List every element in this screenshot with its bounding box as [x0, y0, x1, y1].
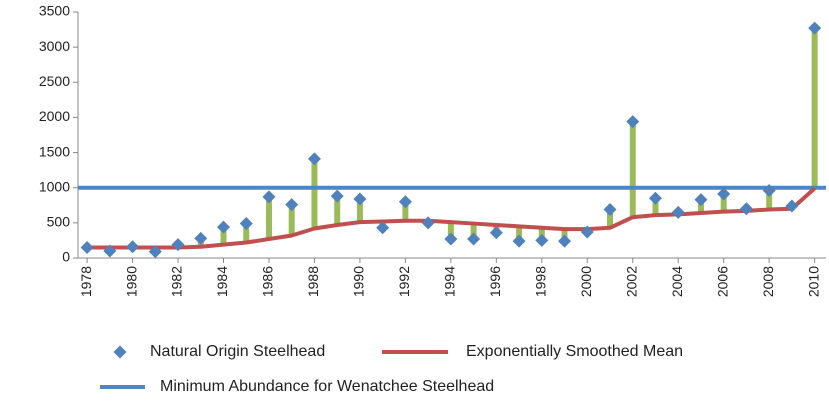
point — [353, 192, 367, 206]
x-tick-label: 2006 — [714, 266, 730, 297]
point — [694, 193, 708, 207]
point — [330, 189, 344, 203]
point — [671, 205, 685, 219]
point — [535, 233, 549, 247]
y-tick-label: 2000 — [39, 108, 70, 124]
point — [444, 232, 458, 246]
x-tick-label: 2010 — [805, 266, 821, 297]
x-tick-label: 1990 — [351, 266, 367, 297]
y-tick-label: 1500 — [39, 143, 70, 159]
point — [148, 245, 162, 259]
x-tick-label: 1982 — [169, 266, 185, 297]
x-tick-label: 1980 — [123, 266, 139, 297]
point — [603, 203, 617, 217]
point — [717, 187, 731, 201]
y-tick-label: 2500 — [39, 73, 70, 89]
point — [739, 202, 753, 216]
x-tick-label: 1994 — [442, 266, 458, 297]
point — [580, 225, 594, 239]
y-tick-label: 0 — [62, 249, 70, 265]
point — [262, 190, 276, 204]
legend-swatch — [113, 345, 127, 359]
x-tick-label: 2008 — [760, 266, 776, 297]
point — [217, 220, 231, 234]
x-tick-label: 1992 — [396, 266, 412, 297]
x-tick-label: 1986 — [260, 266, 276, 297]
point — [126, 240, 140, 254]
point — [808, 21, 822, 35]
legend-label: Natural Origin Steelhead — [150, 343, 325, 360]
x-tick-label: 1984 — [214, 266, 230, 297]
point — [648, 191, 662, 205]
point — [558, 234, 572, 248]
point — [103, 244, 117, 258]
point — [398, 195, 412, 209]
legend-label: Minimum Abundance for Wenatchee Steelhea… — [160, 378, 494, 395]
x-tick-label: 2004 — [669, 266, 685, 297]
x-tick-label: 1996 — [487, 266, 503, 297]
smoothed-line — [87, 186, 816, 250]
x-tick-label: 2002 — [623, 266, 639, 297]
point — [421, 216, 435, 230]
point — [762, 184, 776, 198]
y-tick-label: 1000 — [39, 178, 70, 194]
x-tick-label: 1978 — [78, 266, 94, 297]
x-tick-label: 1998 — [533, 266, 549, 297]
point — [80, 240, 94, 254]
point — [467, 232, 481, 246]
y-tick-label: 3500 — [39, 3, 70, 19]
point — [626, 115, 640, 129]
point — [171, 238, 185, 252]
point — [785, 199, 799, 213]
x-tick-label: 2000 — [578, 266, 594, 297]
y-tick-label: 500 — [47, 214, 71, 230]
legend-label: Exponentially Smoothed Mean — [466, 343, 683, 360]
point — [285, 198, 299, 212]
point — [194, 231, 208, 245]
point — [489, 226, 503, 240]
point — [512, 234, 526, 248]
point — [376, 221, 390, 235]
point — [307, 152, 321, 166]
x-tick-label: 1988 — [305, 266, 321, 297]
point — [239, 217, 253, 231]
y-tick-label: 3000 — [39, 38, 70, 54]
